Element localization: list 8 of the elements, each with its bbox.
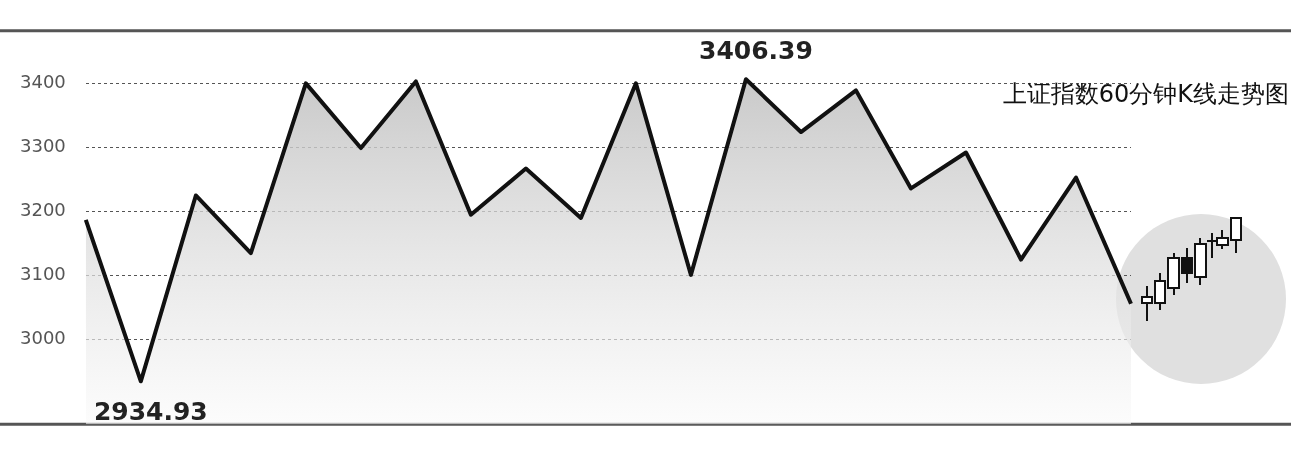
y-tick-label: 3100 [20, 263, 66, 285]
text: 上证指数60分钟K线走势图 [1002, 80, 1289, 109]
y-tick-label: 3000 [20, 327, 66, 349]
y-tick-label: 3400 [20, 71, 66, 93]
y-tick-label: 3300 [20, 135, 66, 157]
data-label: 3406.39 [698, 36, 813, 66]
y-tick-label: 3200 [20, 199, 66, 221]
data-label: 2934.93 [93, 397, 208, 427]
